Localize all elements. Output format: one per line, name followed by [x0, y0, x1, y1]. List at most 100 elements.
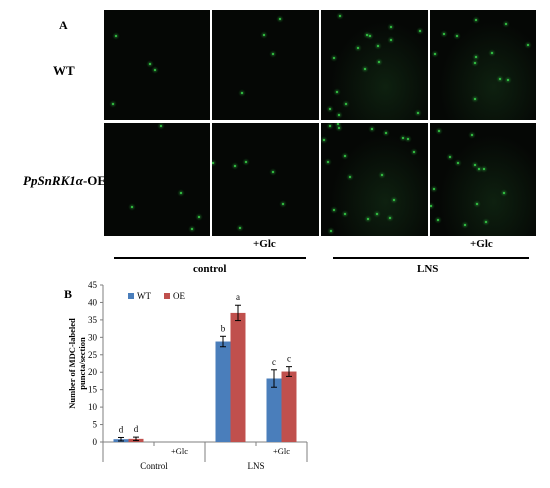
mdc-puncta-dot	[357, 47, 359, 49]
x-group-label: LNS	[247, 461, 264, 471]
mdc-puncta-dot	[474, 164, 476, 166]
significance-letter: a	[236, 292, 240, 302]
mdc-puncta-dot	[364, 68, 366, 70]
significance-letter: d	[119, 424, 124, 434]
significance-letter: c	[272, 357, 276, 367]
mdc-puncta-dot	[437, 219, 439, 221]
mdc-puncta-dot	[377, 45, 379, 47]
mdc-puncta-dot	[485, 221, 487, 223]
mdc-puncta-dot	[505, 23, 507, 25]
mdc-puncta-dot	[344, 155, 346, 157]
mdc-puncta-dot	[263, 34, 265, 36]
bar-oe	[281, 371, 297, 442]
bar-wt	[266, 378, 282, 442]
y-tick-label: 35	[88, 315, 98, 325]
y-tick-label: 20	[88, 367, 98, 377]
micrograph-oe-control-glc	[212, 123, 319, 236]
mdc-puncta-dot	[483, 168, 485, 170]
mdc-puncta-dot	[430, 205, 432, 207]
mdc-puncta-dot	[180, 192, 182, 194]
mdc-puncta-dot	[443, 33, 445, 35]
significance-letter: b	[221, 323, 226, 333]
micrograph-wt-lns	[321, 10, 428, 120]
x-category-label: +Glc	[171, 446, 188, 456]
y-tick-label: 30	[88, 332, 98, 342]
mdc-puncta-dot	[115, 35, 117, 37]
mdc-puncta-dot	[499, 78, 501, 80]
mdc-puncta-dot	[464, 224, 466, 226]
mdc-puncta-dot	[413, 151, 415, 153]
panel-b-label: B	[64, 287, 73, 301]
mdc-puncta-dot	[527, 44, 529, 46]
mdc-puncta-dot	[336, 91, 338, 93]
mdc-puncta-dot	[239, 227, 241, 229]
tissue-haze	[321, 123, 428, 236]
y-tick-label: 10	[88, 402, 98, 412]
mdc-puncta-dot	[478, 168, 480, 170]
tissue-haze	[430, 10, 536, 120]
condition-label-glc-control: +Glc	[253, 238, 276, 250]
mdc-puncta-dot	[160, 125, 162, 127]
mdc-puncta-dot	[245, 161, 247, 163]
mdc-puncta-dot	[272, 171, 274, 173]
mdc-puncta-dot	[112, 103, 114, 105]
mdc-puncta-dot	[438, 130, 440, 132]
mdc-puncta-dot	[390, 39, 392, 41]
mdc-puncta-dot	[385, 132, 387, 134]
row-label-wt: WT	[53, 63, 75, 78]
mdc-puncta-dot	[389, 217, 391, 219]
bar-wt	[215, 341, 231, 442]
mdc-puncta-dot	[433, 188, 435, 190]
mdc-puncta-dot	[282, 203, 284, 205]
mdc-puncta-dot	[390, 26, 392, 28]
condition-label-control: control	[193, 263, 227, 275]
y-tick-label: 45	[88, 280, 98, 290]
mdc-puncta-dot	[381, 174, 383, 176]
mdc-puncta-dot	[149, 63, 151, 65]
tissue-haze	[321, 10, 428, 120]
control-bracket-line	[114, 257, 306, 259]
condition-label-lns: LNS	[417, 263, 439, 275]
row-label-oe-gene: PpSnRK1α	[23, 173, 83, 188]
mdc-puncta-dot	[333, 209, 335, 211]
mdc-puncta-dot	[279, 18, 281, 20]
mdc-puncta-dot	[419, 30, 421, 32]
micrograph-oe-control	[104, 123, 210, 236]
mdc-puncta-dot	[329, 108, 331, 110]
micrograph-wt-control	[104, 10, 210, 120]
significance-letter: d	[134, 424, 139, 434]
scale-bar	[84, 105, 100, 107]
mdc-puncta-dot	[272, 53, 274, 55]
mdc-puncta-dot	[507, 79, 509, 81]
mdc-puncta-dot	[337, 123, 339, 125]
mdc-puncta-dot	[475, 19, 477, 21]
mdc-puncta-dot	[345, 103, 347, 105]
legend-swatch-oe	[164, 293, 170, 299]
micrograph-grid	[104, 10, 536, 236]
row-label-oe: PpSnRK1α-OE	[23, 173, 106, 189]
condition-label-glc-lns: +Glc	[470, 238, 493, 250]
mdc-puncta-dot	[456, 35, 458, 37]
mdc-puncta-dot	[338, 127, 340, 129]
mdc-puncta-dot	[234, 165, 236, 167]
mdc-puncta-dot	[476, 203, 478, 205]
mdc-puncta-dot	[402, 137, 404, 139]
tissue-haze	[430, 123, 536, 236]
y-axis-label-line: puncta/section	[77, 337, 87, 390]
panel-a-label: A	[59, 18, 68, 32]
micrograph-oe-lns	[321, 123, 428, 236]
mdc-puncta-dot	[367, 218, 369, 220]
mdc-puncta-dot	[371, 128, 373, 130]
mdc-puncta-dot	[338, 114, 340, 116]
mdc-puncta-dot	[241, 92, 243, 94]
mdc-puncta-dot	[474, 62, 476, 64]
y-tick-label: 15	[88, 385, 98, 395]
y-axis-label: Number of MDC-labeledpuncta/section	[67, 318, 87, 409]
mdc-puncta-dot	[154, 69, 156, 71]
micrograph-wt-lns-glc	[430, 10, 536, 120]
mdc-puncta-dot	[344, 213, 346, 215]
mdc-puncta-dot	[393, 199, 395, 201]
x-group-label: Control	[140, 461, 168, 471]
lns-bracket-line	[333, 257, 529, 259]
